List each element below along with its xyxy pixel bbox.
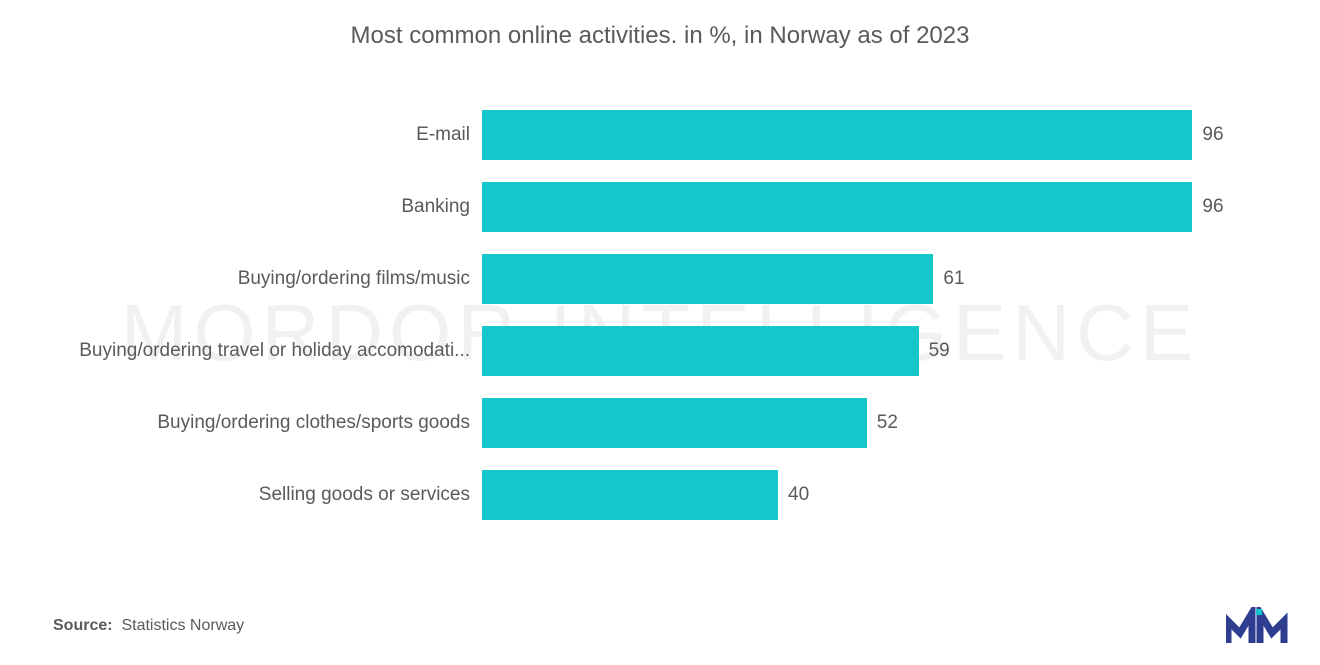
bar-row: E-mail 96 [50,110,1270,160]
bar-track: 52 [482,398,1270,448]
source-attribution: Source: Statistics Norway [53,617,244,635]
bar-track: 96 [482,182,1270,232]
bar [482,254,933,304]
bar [482,326,919,376]
bar-track: 61 [482,254,1270,304]
source-text: Statistics Norway [121,617,244,634]
category-label: Buying/ordering travel or holiday accomo… [50,340,482,362]
bar-track: 59 [482,326,1270,376]
source-prefix: Source: [53,617,113,634]
bar-row: Buying/ordering films/music 61 [50,254,1270,304]
category-label: E-mail [50,124,482,146]
chart-title: Most common online activities. in %, in … [0,0,1320,50]
value-label: 96 [1192,196,1223,218]
bar-track: 96 [482,110,1270,160]
value-label: 59 [919,340,950,362]
value-label: 52 [867,412,898,434]
bar-row: Buying/ordering travel or holiday accomo… [50,326,1270,376]
bar [482,182,1192,232]
category-label: Banking [50,196,482,218]
bar-row: Buying/ordering clothes/sports goods 52 [50,398,1270,448]
category-label: Selling goods or services [50,484,482,506]
bar-row: Selling goods or services 40 [50,470,1270,520]
value-label: 61 [933,268,964,290]
category-label: Buying/ordering clothes/sports goods [50,412,482,434]
bar [482,110,1192,160]
value-label: 40 [778,484,809,506]
category-label: Buying/ordering films/music [50,268,482,290]
bar [482,470,778,520]
bar-track: 40 [482,470,1270,520]
chart-area: E-mail 96 Banking 96 Buying/ordering fil… [50,110,1270,550]
value-label: 96 [1192,124,1223,146]
bar [482,398,867,448]
mordor-logo-icon [1226,607,1290,645]
bar-row: Banking 96 [50,182,1270,232]
